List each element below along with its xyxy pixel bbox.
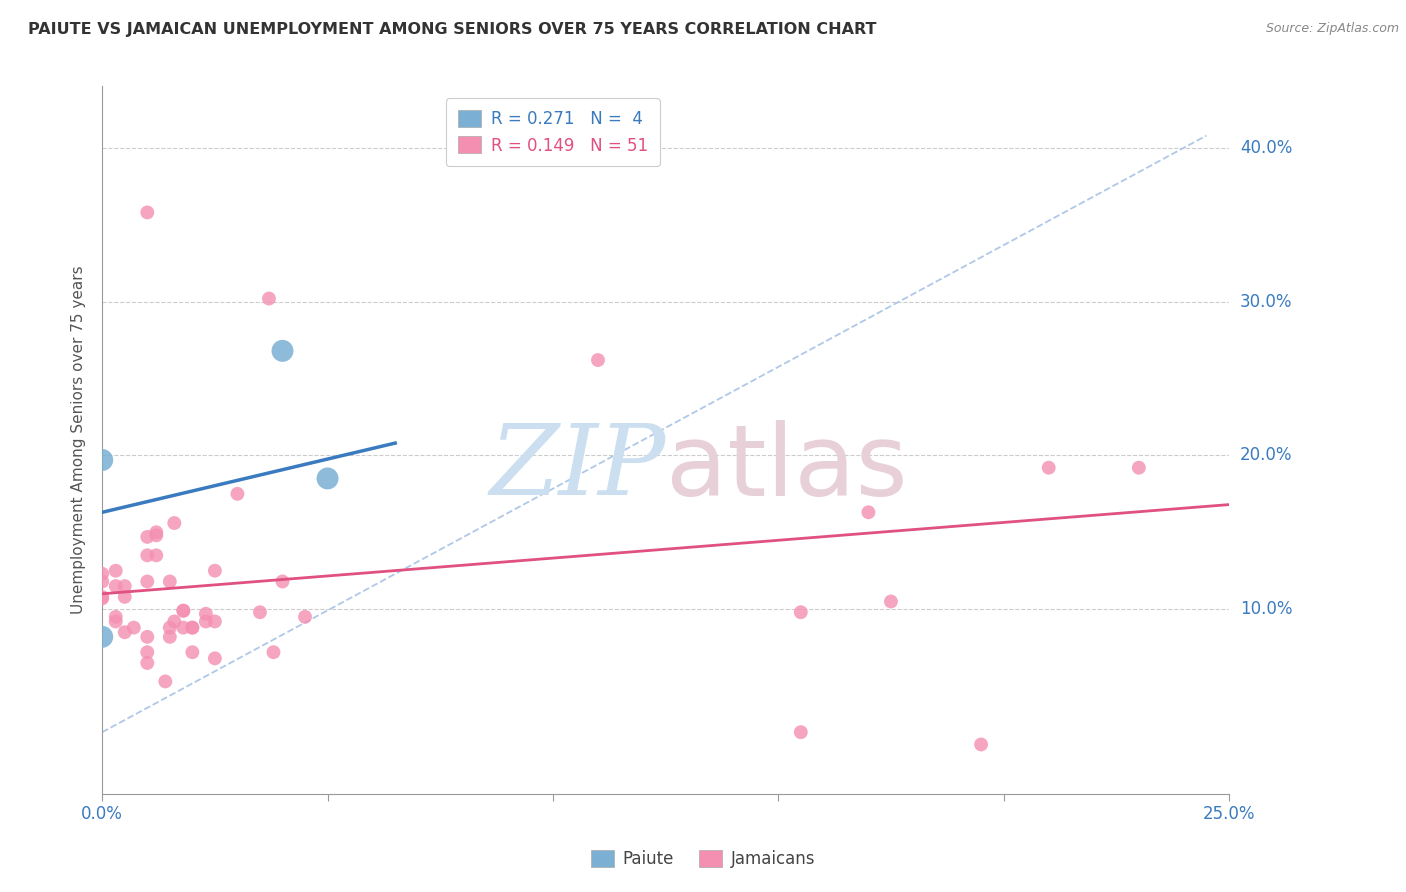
- Point: [271, 574, 294, 589]
- Point: [163, 516, 186, 530]
- Point: [181, 645, 204, 659]
- Point: [194, 607, 217, 621]
- Point: [145, 549, 167, 563]
- Point: [204, 564, 226, 578]
- Point: [249, 605, 271, 619]
- Point: [271, 343, 294, 358]
- Point: [136, 656, 159, 670]
- Point: [155, 674, 177, 689]
- Point: [136, 549, 159, 563]
- Text: PAIUTE VS JAMAICAN UNEMPLOYMENT AMONG SENIORS OVER 75 YEARS CORRELATION CHART: PAIUTE VS JAMAICAN UNEMPLOYMENT AMONG SE…: [28, 22, 876, 37]
- Point: [263, 645, 285, 659]
- Point: [790, 605, 813, 619]
- Point: [136, 205, 159, 219]
- Point: [1128, 460, 1150, 475]
- Point: [181, 621, 204, 635]
- Point: [145, 525, 167, 540]
- Point: [159, 630, 181, 644]
- Point: [91, 574, 114, 589]
- Point: [204, 651, 226, 665]
- Point: [104, 615, 127, 629]
- Point: [136, 645, 159, 659]
- Point: [136, 530, 159, 544]
- Point: [226, 487, 249, 501]
- Point: [970, 738, 993, 752]
- Point: [257, 292, 280, 306]
- Text: 40.0%: 40.0%: [1240, 139, 1292, 157]
- Text: Source: ZipAtlas.com: Source: ZipAtlas.com: [1265, 22, 1399, 36]
- Point: [858, 505, 880, 519]
- Point: [316, 471, 339, 485]
- Point: [114, 579, 136, 593]
- Point: [136, 630, 159, 644]
- Point: [159, 574, 181, 589]
- Text: atlas: atlas: [665, 420, 907, 516]
- Legend: R = 0.271   N =  4, R = 0.149   N = 51: R = 0.271 N = 4, R = 0.149 N = 51: [446, 98, 659, 166]
- Point: [104, 579, 127, 593]
- Point: [104, 564, 127, 578]
- Point: [91, 453, 114, 467]
- Point: [172, 604, 194, 618]
- Point: [181, 621, 204, 635]
- Point: [159, 621, 181, 635]
- Point: [104, 610, 127, 624]
- Point: [163, 615, 186, 629]
- Point: [91, 630, 114, 644]
- Point: [91, 591, 114, 606]
- Point: [172, 621, 194, 635]
- Y-axis label: Unemployment Among Seniors over 75 years: Unemployment Among Seniors over 75 years: [72, 266, 86, 615]
- Point: [1038, 460, 1060, 475]
- Point: [91, 566, 114, 581]
- Point: [172, 604, 194, 618]
- Text: 10.0%: 10.0%: [1240, 600, 1292, 618]
- Point: [586, 353, 609, 368]
- Text: ZIP: ZIP: [489, 421, 665, 516]
- Point: [204, 615, 226, 629]
- Legend: Paiute, Jamaicans: Paiute, Jamaicans: [585, 843, 821, 875]
- Point: [294, 610, 316, 624]
- Point: [114, 590, 136, 604]
- Text: 20.0%: 20.0%: [1240, 446, 1292, 465]
- Point: [122, 621, 145, 635]
- Point: [790, 725, 813, 739]
- Point: [136, 574, 159, 589]
- Point: [880, 594, 903, 608]
- Point: [114, 625, 136, 640]
- Point: [145, 528, 167, 542]
- Text: 30.0%: 30.0%: [1240, 293, 1292, 310]
- Point: [194, 615, 217, 629]
- Point: [91, 590, 114, 604]
